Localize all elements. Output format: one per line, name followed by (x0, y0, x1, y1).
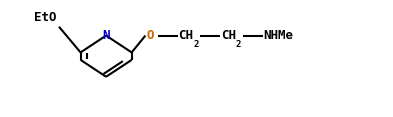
Text: N: N (102, 29, 110, 42)
Text: EtO: EtO (35, 11, 57, 24)
Text: O: O (147, 29, 154, 42)
Text: CH: CH (178, 29, 193, 42)
Text: 2: 2 (193, 40, 199, 49)
Text: 2: 2 (236, 40, 241, 49)
Text: NHMe: NHMe (263, 29, 293, 42)
Text: CH: CH (221, 29, 236, 42)
